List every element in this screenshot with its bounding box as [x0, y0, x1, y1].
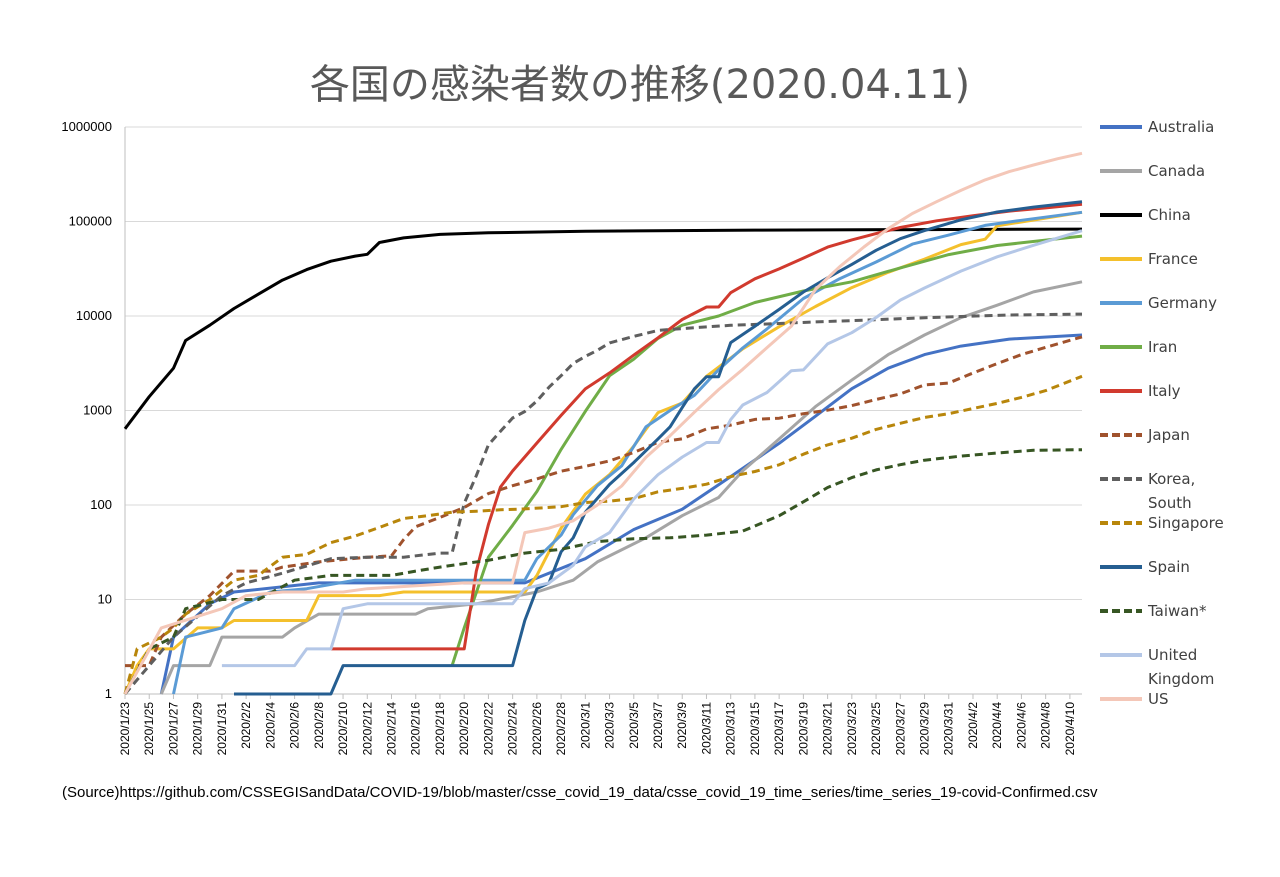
legend-label-united-kingdom: United Kingdom — [1148, 646, 1214, 688]
x-tick-label: 2020/3/11 — [699, 702, 713, 755]
legend-label-canada: Canada — [1148, 162, 1205, 180]
x-tick-label: 2020/1/29 — [191, 702, 205, 756]
x-tick-label: 2020/2/16 — [409, 702, 423, 756]
x-tick-label: 2020/2/6 — [288, 702, 302, 749]
series-line-singapore — [123, 374, 1083, 695]
legend-label-us: US — [1148, 690, 1169, 708]
x-tick-label: 2020/4/6 — [1014, 702, 1028, 749]
y-tick-label: 10 — [98, 592, 112, 607]
legend-label-spain: Spain — [1148, 558, 1190, 576]
series-line-canada — [159, 280, 1083, 695]
legend-label-australia: Australia — [1148, 118, 1214, 136]
legend-label-taiwan: Taiwan* — [1147, 602, 1207, 620]
y-tick-label: 1000 — [83, 403, 112, 418]
x-tick-label: 2020/3/27 — [893, 702, 907, 756]
x-tick-label: 2020/2/10 — [336, 702, 350, 756]
x-tick-label: 2020/3/17 — [772, 702, 786, 756]
legend-label-germany: Germany — [1148, 294, 1217, 312]
x-tick-label: 2020/4/8 — [1039, 702, 1053, 749]
x-tick-label: 2020/3/19 — [796, 702, 810, 756]
x-tick-label: 2020/4/2 — [966, 702, 980, 749]
x-tick-label: 2020/3/21 — [821, 702, 835, 756]
x-tick-label: 2020/2/4 — [263, 702, 277, 749]
x-tick-label: 2020/4/4 — [990, 702, 1004, 749]
y-tick-label: 1 — [105, 686, 112, 701]
x-tick-label: 2020/2/18 — [433, 702, 447, 756]
legend-label-italy: Italy — [1148, 382, 1181, 400]
series-line-spain — [234, 200, 1083, 696]
chart-title: 各国の感染者数の推移(2020.04.11) — [310, 62, 970, 108]
series-line-italy — [330, 202, 1083, 651]
x-tick-label: 2020/1/23 — [118, 702, 132, 756]
legend-label-korea-south: Korea, South — [1148, 470, 1195, 512]
x-axis: 2020/1/23 2020/1/25 2020/1/27 2020/1/29 2020… — [118, 693, 1082, 756]
x-tick-label: 2020/3/31 — [942, 702, 956, 756]
x-tick-label: 2020/1/31 — [215, 702, 229, 756]
x-tick-label: 2020/1/27 — [166, 702, 180, 756]
x-tick-label: 2020/3/29 — [918, 702, 932, 756]
x-tick-label: 2020/4/10 — [1063, 702, 1077, 756]
legend-label-china: China — [1148, 206, 1191, 224]
x-tick-label: 2020/3/5 — [627, 702, 641, 749]
x-tick-label: 2020/2/20 — [457, 702, 471, 756]
y-axis: 1 10 100 1000 10000 100000 1000000 — [61, 119, 126, 701]
y-tick-label: 100000 — [69, 214, 112, 229]
legend-label-france: France — [1148, 250, 1198, 268]
plot-area — [123, 151, 1083, 696]
x-tick-label: 2020/2/12 — [360, 702, 374, 756]
x-tick-label: 2020/3/1 — [578, 702, 592, 749]
series-line-korea-south — [123, 312, 1083, 695]
source-note: (Source)https://github.com/CSSEGISandDat… — [62, 784, 1098, 801]
x-tick-label: 2020/3/15 — [748, 702, 762, 756]
x-tick-label: 2020/2/14 — [385, 702, 399, 756]
x-tick-label: 2020/1/25 — [142, 702, 156, 756]
x-tick-label: 2020/2/28 — [554, 702, 568, 756]
legend-label-japan: Japan — [1147, 426, 1190, 444]
x-tick-label: 2020/3/7 — [651, 702, 665, 749]
x-tick-label: 2020/2/22 — [481, 702, 495, 756]
x-tick-label: 2020/3/23 — [845, 702, 859, 756]
legend-label-iran: Iran — [1148, 338, 1177, 356]
x-tick-label: 2020/3/9 — [675, 702, 689, 749]
series-line-us — [123, 151, 1083, 695]
x-tick-label: 2020/2/8 — [312, 702, 326, 749]
series-line-taiwan — [123, 448, 1083, 695]
series-line-japan — [125, 335, 1083, 668]
series-line-france — [123, 210, 1083, 695]
legend: Australia Canada China France Germany Iran Ita… — [1100, 118, 1224, 708]
x-tick-label: 2020/2/26 — [530, 702, 544, 756]
x-tick-label: 2020/3/13 — [724, 702, 738, 756]
gridlines — [125, 126, 1082, 695]
y-tick-label: 1000000 — [61, 119, 112, 134]
x-tick-label: 2020/3/3 — [603, 702, 617, 749]
series-line-united-kingdom — [221, 229, 1083, 668]
series-line-australia — [159, 333, 1083, 695]
series-line-china — [123, 227, 1083, 430]
legend-label-singapore: Singapore — [1148, 514, 1224, 532]
y-tick-label: 100 — [90, 497, 112, 512]
x-tick-label: 2020/3/25 — [869, 702, 883, 756]
x-tick-label: 2020/2/24 — [506, 702, 520, 756]
x-tick-label: 2020/2/2 — [239, 702, 253, 749]
y-tick-label: 10000 — [76, 308, 112, 323]
